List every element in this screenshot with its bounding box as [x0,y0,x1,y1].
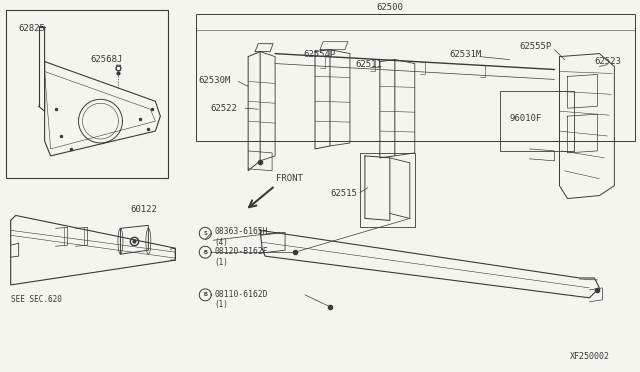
Text: 62515: 62515 [330,189,357,198]
Text: 08363-6165H: 08363-6165H [214,227,268,236]
Text: 60122: 60122 [131,205,157,214]
Text: SEE SEC.620: SEE SEC.620 [11,295,61,304]
Text: 62825: 62825 [19,24,45,33]
Text: 62568J: 62568J [90,55,123,64]
Bar [500,92,575,151]
Text: (4): (4) [214,238,228,247]
Text: B: B [204,292,207,297]
Text: 96010F: 96010F [509,114,542,123]
Text: 62523: 62523 [595,57,621,65]
Text: 62522: 62522 [210,104,237,113]
Text: 62555P: 62555P [520,42,552,51]
Text: XF250002: XF250002 [570,352,609,361]
Text: 62500: 62500 [376,3,403,12]
Text: S: S [204,231,207,236]
Text: 62530M: 62530M [198,77,230,86]
Text: (1): (1) [214,300,228,309]
Text: 08120-B162F: 08120-B162F [214,247,268,256]
Text: 62554P: 62554P [303,49,335,59]
Text: 62531M: 62531M [450,49,482,59]
Bar [6,10,168,178]
Bar [196,14,636,141]
Text: (1): (1) [214,258,228,267]
Text: 62511: 62511 [355,60,382,68]
Text: B: B [204,250,207,255]
Bar [360,153,415,227]
Text: FRONT: FRONT [276,174,303,183]
Text: 08110-6162D: 08110-6162D [214,290,268,299]
